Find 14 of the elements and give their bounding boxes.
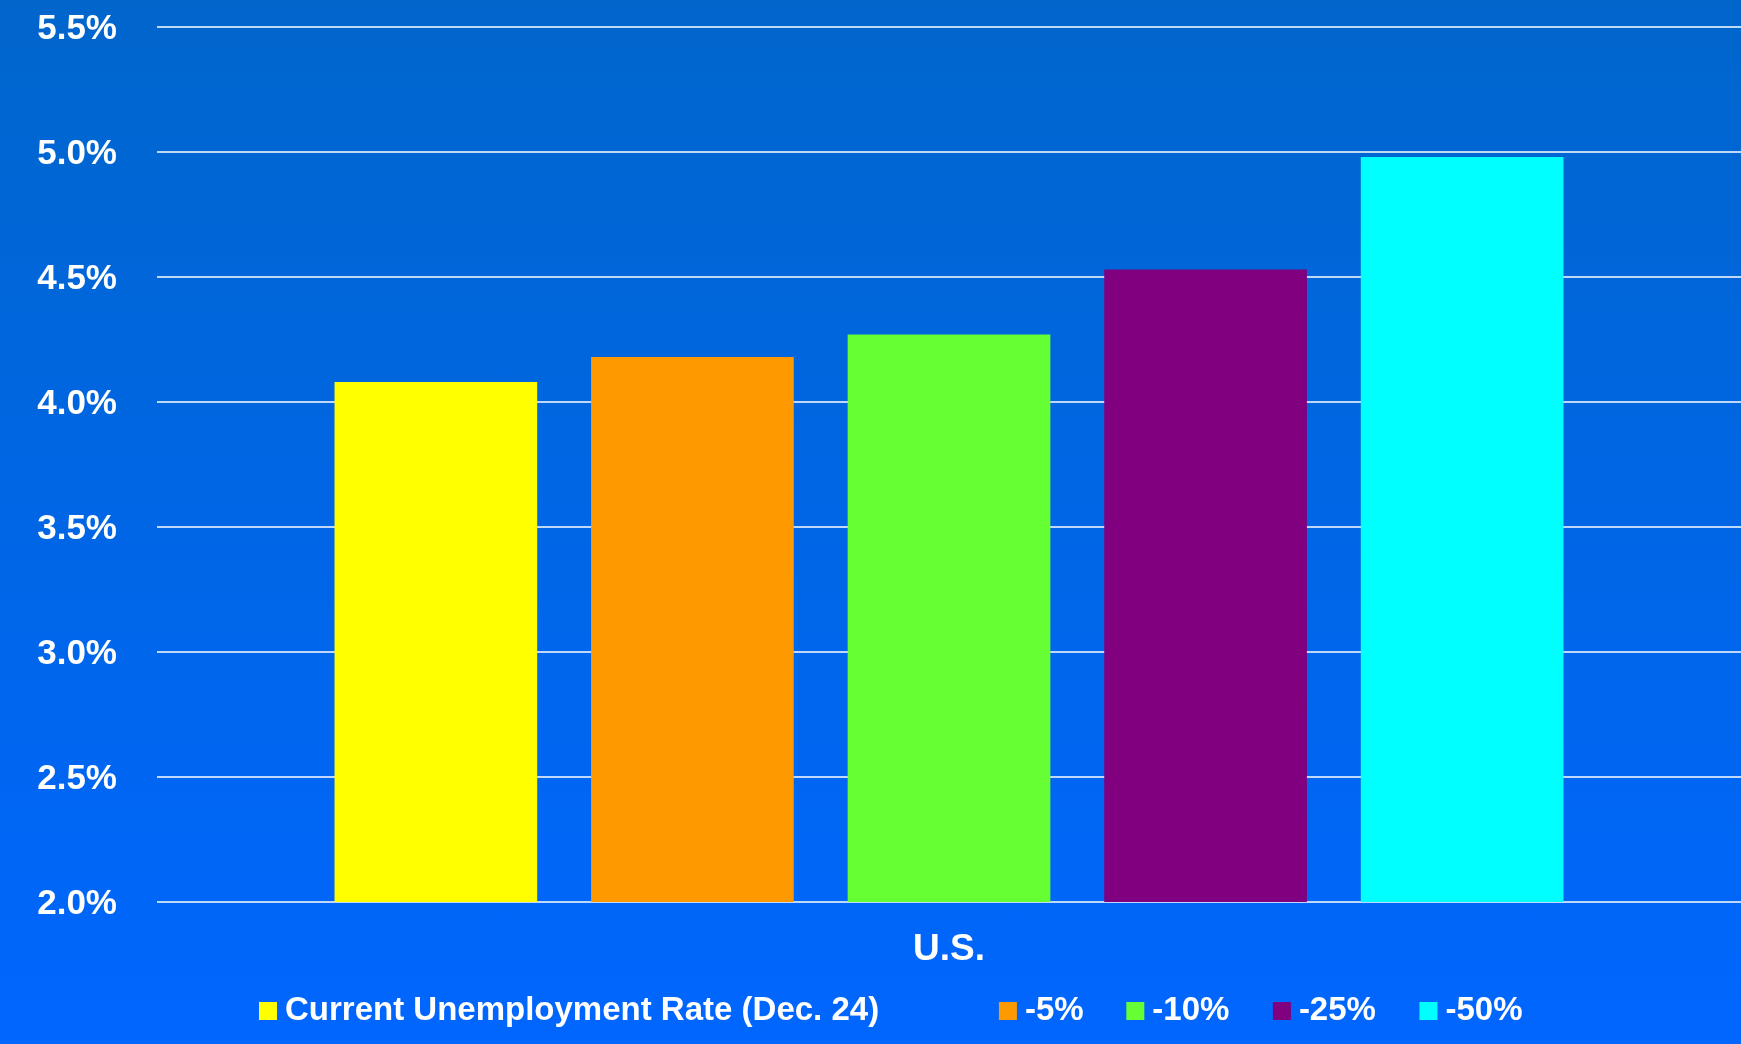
y-tick-label: 2.0% [37,882,117,922]
legend-label: -25% [1298,990,1376,1027]
y-tick-label: 4.0% [37,382,117,422]
y-tick-label: 4.5% [37,257,117,297]
legend-label: -10% [1152,990,1230,1027]
y-tick-label: 5.0% [37,132,117,172]
legend-label: -5% [1024,990,1084,1027]
y-tick-label: 5.5% [37,7,117,47]
y-tick-label: 3.5% [37,507,117,547]
y-tick-label: 3.0% [37,632,117,672]
y-tick-label: 2.5% [37,757,117,797]
x-tick-label: U.S. [913,927,985,968]
legend-label: Current Unemployment Rate (Dec. 24) [285,990,880,1027]
legend-label: -50% [1445,990,1523,1027]
